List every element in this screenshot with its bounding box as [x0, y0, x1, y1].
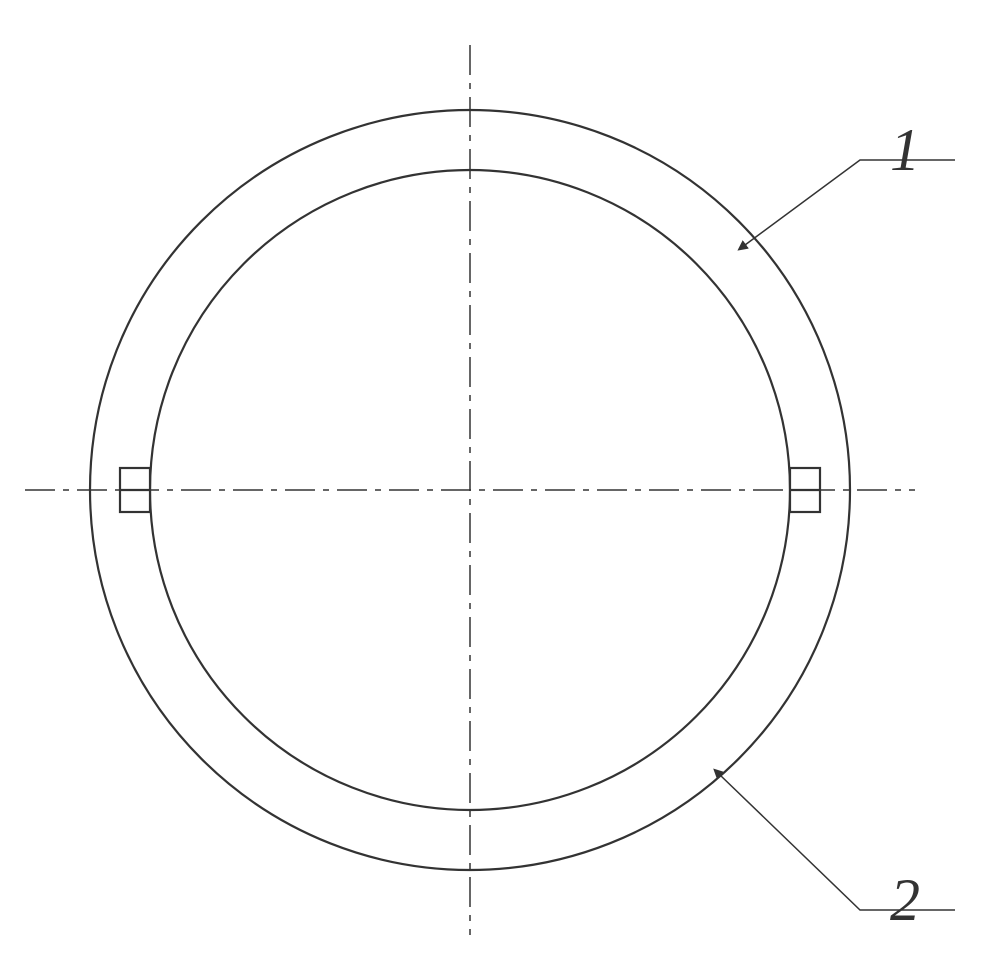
leader-1 — [745, 160, 955, 245]
label-2: 2 — [890, 867, 920, 933]
label-1: 1 — [890, 117, 920, 183]
